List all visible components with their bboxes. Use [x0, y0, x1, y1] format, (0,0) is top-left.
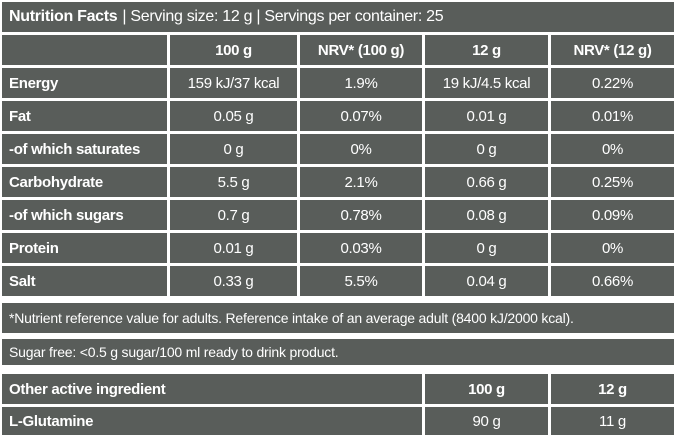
row-label-protein: Protein	[2, 233, 167, 263]
cell-protein-100g: 0.01 g	[170, 233, 297, 263]
cell-energy-nrv-100g: 1.9%	[300, 68, 422, 98]
cell-carbohydrate-12g: 0.66 g	[425, 167, 548, 197]
row-label-sugars: -of which sugars	[2, 200, 167, 230]
row-label-l-glutamine: L-Glutamine	[2, 407, 422, 435]
cell-fat-nrv-12g: 0.01%	[551, 101, 674, 131]
column-header-100g: 100 g	[170, 35, 297, 65]
cell-saturates-12g: 0 g	[425, 134, 548, 164]
cell-l-glutamine-100g: 90 g	[425, 407, 548, 435]
cell-salt-nrv-100g: 5.5%	[300, 266, 422, 296]
cell-energy-12g: 19 kJ/4.5 kcal	[425, 68, 548, 98]
cell-fat-100g: 0.05 g	[170, 101, 297, 131]
column-header-nrv-100g: NRV* (100 g)	[300, 35, 422, 65]
row-label-saturates: -of which saturates	[2, 134, 167, 164]
other-active-ingredient-table: Other active ingredient 100 g 12 g L-Glu…	[2, 374, 674, 435]
cell-protein-nrv-12g: 0%	[551, 233, 674, 263]
cell-salt-12g: 0.04 g	[425, 266, 548, 296]
cell-protein-12g: 0 g	[425, 233, 548, 263]
row-label-salt: Salt	[2, 266, 167, 296]
nutrition-table: 100 g NRV* (100 g) 12 g NRV* (12 g) Ener…	[2, 35, 674, 296]
other-header-12g: 12 g	[551, 374, 674, 404]
nrv-footnote: *Nutrient reference value for adults. Re…	[2, 303, 674, 333]
cell-carbohydrate-100g: 5.5 g	[170, 167, 297, 197]
cell-saturates-nrv-12g: 0%	[551, 134, 674, 164]
other-header-100g: 100 g	[425, 374, 548, 404]
cell-saturates-100g: 0 g	[170, 134, 297, 164]
cell-fat-nrv-100g: 0.07%	[300, 101, 422, 131]
title-bar: Nutrition Facts | Serving size: 12 g | S…	[2, 2, 674, 32]
title-nutrition-facts: Nutrition Facts	[9, 8, 118, 25]
cell-energy-100g: 159 kJ/37 kcal	[170, 68, 297, 98]
cell-energy-nrv-12g: 0.22%	[551, 68, 674, 98]
row-label-fat: Fat	[2, 101, 167, 131]
title-serving-info: | Serving size: 12 g | Servings per cont…	[122, 8, 444, 25]
cell-salt-100g: 0.33 g	[170, 266, 297, 296]
cell-fat-12g: 0.01 g	[425, 101, 548, 131]
column-header-nrv-12g: NRV* (12 g)	[551, 35, 674, 65]
cell-l-glutamine-12g: 11 g	[551, 407, 674, 435]
other-header-label: Other active ingredient	[2, 374, 422, 404]
cell-carbohydrate-nrv-100g: 2.1%	[300, 167, 422, 197]
row-label-energy: Energy	[2, 68, 167, 98]
sugar-free-note: Sugar free: <0.5 g sugar/100 ml ready to…	[2, 339, 674, 365]
cell-sugars-12g: 0.08 g	[425, 200, 548, 230]
row-label-carbohydrate: Carbohydrate	[2, 167, 167, 197]
cell-sugars-100g: 0.7 g	[170, 200, 297, 230]
cell-sugars-nrv-100g: 0.78%	[300, 200, 422, 230]
column-header-12g: 12 g	[425, 35, 548, 65]
cell-carbohydrate-nrv-12g: 0.25%	[551, 167, 674, 197]
column-header-empty	[2, 35, 167, 65]
cell-salt-nrv-12g: 0.66%	[551, 266, 674, 296]
cell-saturates-nrv-100g: 0%	[300, 134, 422, 164]
cell-protein-nrv-100g: 0.03%	[300, 233, 422, 263]
cell-sugars-nrv-12g: 0.09%	[551, 200, 674, 230]
